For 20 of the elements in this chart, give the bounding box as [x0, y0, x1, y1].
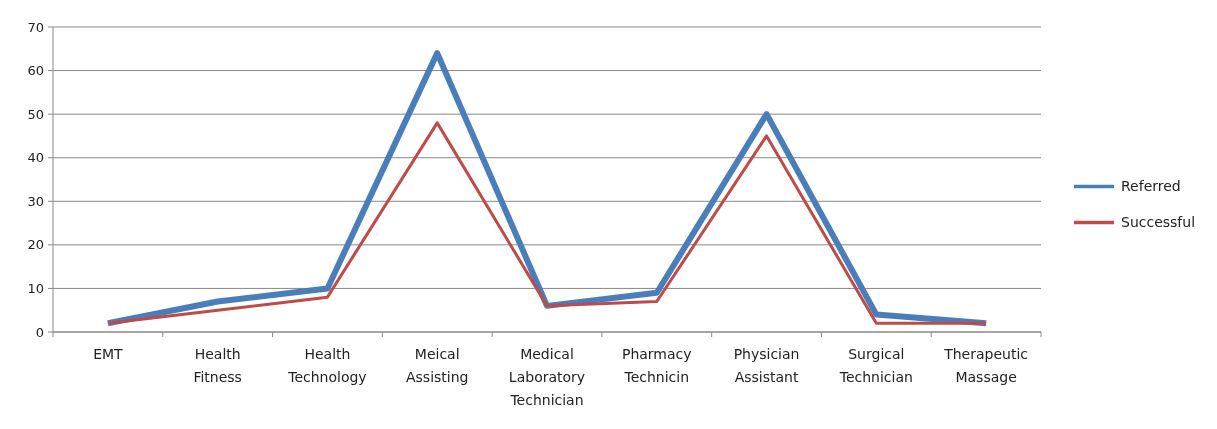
x-tick-label: Physician Assistant [733, 346, 800, 385]
x-tick-label: Pharmacy Technicin [621, 346, 692, 385]
legend-label: Successful [1121, 214, 1196, 231]
x-tick-label: Health Technology [287, 346, 367, 385]
y-tick-label: 30 [27, 193, 44, 209]
y-tick-label: 60 [27, 63, 44, 79]
y-tick-label: 40 [27, 150, 44, 166]
line-series [106, 121, 988, 325]
y-tick-label: 0 [35, 324, 44, 340]
legend-label: Referred [1121, 178, 1181, 195]
x-tick-label: Medical Laboratory Technician [508, 346, 586, 408]
x-tick-label: EMT [93, 346, 124, 362]
x-tick-label: Meical Assisting [405, 346, 469, 385]
x-tick-label: Therapeutic Massage [943, 346, 1029, 385]
y-tick-label: 10 [27, 280, 44, 296]
x-tick-label: Health Fitness [193, 346, 242, 385]
y-tick-label: 50 [27, 106, 44, 122]
y-tick-label: 70 [27, 19, 44, 35]
y-tick-label: 20 [27, 237, 44, 253]
x-tick-label: Surgical Technician [838, 346, 913, 385]
